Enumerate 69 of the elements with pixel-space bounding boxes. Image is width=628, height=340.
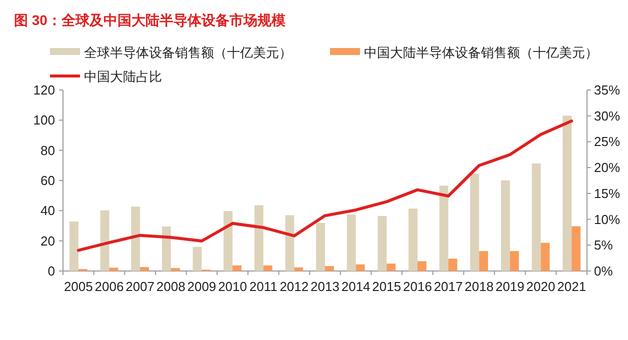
bar xyxy=(316,222,325,271)
x-tick-label: 2014 xyxy=(341,279,370,294)
x-tick-label: 2009 xyxy=(187,279,216,294)
bar xyxy=(417,261,426,271)
x-tick-label: 2017 xyxy=(434,279,463,294)
x-tick-label: 2011 xyxy=(249,279,278,294)
y2-tick-label: 20% xyxy=(594,160,620,176)
x-tick-label: 2020 xyxy=(526,279,556,294)
bar xyxy=(325,266,334,271)
x-tick-label: 2013 xyxy=(310,279,340,294)
bar xyxy=(69,222,78,271)
bar xyxy=(232,265,242,271)
legend-label: 全球半导体设备销售额（十亿美元） xyxy=(84,45,292,60)
bar xyxy=(285,215,294,271)
x-tick-label: 2005 xyxy=(64,279,93,294)
y-tick-label: 20 xyxy=(40,233,55,248)
bar xyxy=(540,242,550,271)
bar xyxy=(109,268,118,271)
bar xyxy=(346,214,356,271)
bar xyxy=(100,210,110,271)
bar xyxy=(470,174,480,271)
chart-title: 图 30：全球及中国大陆半导体设备市场规模 xyxy=(14,12,286,28)
bar xyxy=(572,226,581,271)
bar xyxy=(170,268,180,271)
y-tick-label: 100 xyxy=(33,112,55,128)
y2-tick-label: 30% xyxy=(594,108,620,124)
y2-tick-label: 35% xyxy=(594,82,620,98)
bar xyxy=(562,116,572,271)
bar xyxy=(192,246,202,271)
bar xyxy=(439,186,448,271)
bar xyxy=(162,226,171,271)
bar xyxy=(254,205,264,271)
y2-tick-label: 15% xyxy=(594,186,620,201)
bar xyxy=(479,251,488,271)
x-tick-label: 2007 xyxy=(126,279,155,294)
legend-label: 中国大陆占比 xyxy=(84,69,162,84)
x-tick-label: 2016 xyxy=(403,279,432,294)
bar xyxy=(131,206,140,271)
y-tick-label: 120 xyxy=(33,82,55,98)
x-tick-label: 2010 xyxy=(218,279,247,294)
bar xyxy=(224,210,233,271)
bar xyxy=(501,180,510,271)
bar xyxy=(140,267,149,271)
x-tick-label: 2008 xyxy=(156,279,186,294)
legend-label: 中国大陆半导体设备销售额（十亿美元） xyxy=(364,45,598,60)
line-series xyxy=(76,120,574,252)
x-tick-label: 2021 xyxy=(557,279,586,294)
x-tick-label: 2012 xyxy=(280,279,309,294)
bar xyxy=(386,264,396,271)
x-tick-label: 2015 xyxy=(372,279,402,294)
bar xyxy=(356,264,365,271)
y2-tick-label: 0% xyxy=(594,264,614,278)
x-tick-label: 2006 xyxy=(94,279,124,294)
y-tick-label: 40 xyxy=(40,203,55,218)
y2-tick-label: 10% xyxy=(594,212,620,227)
bar xyxy=(294,267,304,271)
bar xyxy=(532,163,541,271)
x-tick-label: 2018 xyxy=(464,279,494,294)
bar xyxy=(510,251,519,271)
y2-tick-label: 5% xyxy=(594,238,614,253)
bar xyxy=(408,208,418,271)
x-tick-label: 2019 xyxy=(495,279,524,294)
y-tick-label: 80 xyxy=(40,142,55,158)
bar xyxy=(378,216,387,271)
y2-tick-label: 25% xyxy=(594,134,620,150)
bar xyxy=(263,265,272,271)
y-tick-label: 60 xyxy=(40,173,55,188)
y-tick-label: 0 xyxy=(48,264,55,278)
bar xyxy=(448,258,458,271)
